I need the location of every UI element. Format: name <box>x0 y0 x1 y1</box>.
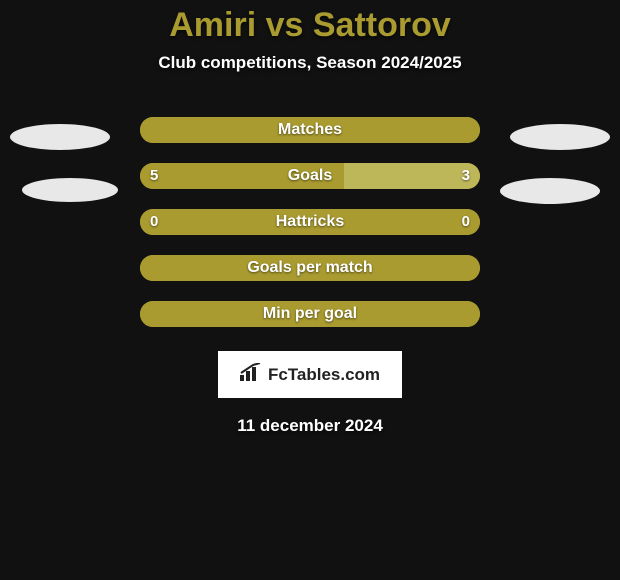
stat-row-goals-per-match: Goals per match <box>0 245 620 291</box>
stat-bar-goals: 53Goals <box>140 163 480 189</box>
stat-row-matches: Matches <box>0 107 620 153</box>
stat-bar-right <box>310 117 480 143</box>
stat-row-min-per-goal: Min per goal <box>0 291 620 337</box>
stat-bar-matches: Matches <box>140 117 480 143</box>
brand-chart-icon <box>240 363 262 386</box>
page-title: Amiri vs Sattorov <box>0 0 620 45</box>
stat-bar-right <box>344 163 480 189</box>
stat-bar-left <box>140 117 310 143</box>
stat-bar-right <box>310 301 480 327</box>
stat-bar-left <box>140 209 310 235</box>
stat-bar-left <box>140 163 344 189</box>
stat-bar-goals-per-match: Goals per match <box>140 255 480 281</box>
stat-bar-left <box>140 301 310 327</box>
stat-rows: Matches 53Goals 00Hattricks Goals per match… <box>0 107 620 337</box>
page-subtitle: Club competitions, Season 2024/2025 <box>0 53 620 73</box>
comparison-card: Amiri vs Sattorov Club competitions, Sea… <box>0 0 620 580</box>
stat-bar-right <box>310 255 480 281</box>
stat-row-hattricks: 00Hattricks <box>0 199 620 245</box>
footer-date: 11 december 2024 <box>0 416 620 436</box>
stat-bar-left <box>140 255 310 281</box>
brand-badge: FcTables.com <box>218 351 402 398</box>
stat-bar-min-per-goal: Min per goal <box>140 301 480 327</box>
stat-bar-right <box>310 209 480 235</box>
stat-row-goals: 53Goals <box>0 153 620 199</box>
brand-text: FcTables.com <box>268 365 380 385</box>
stat-bar-hattricks: 00Hattricks <box>140 209 480 235</box>
